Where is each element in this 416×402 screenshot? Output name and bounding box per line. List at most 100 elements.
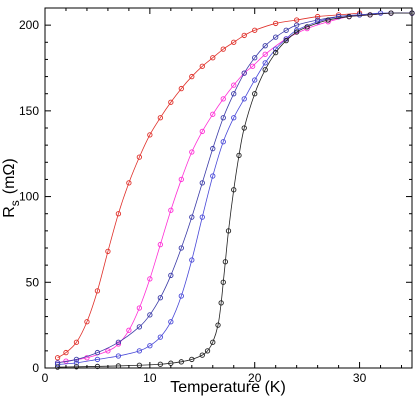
data-point [262, 67, 268, 73]
data-point [218, 300, 224, 306]
data-point [157, 295, 163, 301]
data-point [346, 13, 352, 20]
data-point [236, 152, 242, 159]
data-point [189, 356, 195, 363]
data-point [273, 49, 279, 56]
y-tick-label: 150 [19, 104, 39, 118]
data-point [204, 348, 211, 354]
data-point [199, 128, 205, 135]
data-point [222, 259, 229, 265]
data-point [189, 257, 195, 263]
y-axis-title-unit: (mΩ) [1, 158, 18, 194]
data-point [225, 228, 232, 234]
data-point [252, 77, 258, 83]
y-axis-title-main: R [1, 206, 18, 218]
data-point [283, 37, 289, 44]
data-point [178, 176, 184, 183]
y-axis-title: Rs (mΩ) [1, 158, 22, 218]
data-point [294, 29, 300, 35]
data-point [94, 349, 101, 356]
data-point [54, 364, 61, 370]
series-line [57, 12, 360, 359]
data-point [283, 27, 289, 33]
data-point [199, 180, 205, 186]
data-point [388, 10, 394, 16]
data-point [314, 19, 321, 25]
data-point [54, 355, 61, 361]
x-axis-title: Temperature (K) [170, 379, 286, 396]
data-point [314, 13, 321, 20]
data-point [314, 17, 321, 23]
x-tick-label: 30 [353, 371, 367, 385]
data-point [215, 322, 221, 328]
data-point [220, 96, 226, 102]
data-point [220, 46, 226, 52]
data-point [199, 63, 205, 69]
y-tick-label: 50 [26, 275, 40, 289]
data-point [94, 356, 101, 363]
data-point [147, 132, 153, 138]
x-tick-label: 20 [248, 371, 262, 385]
data-point [325, 17, 331, 23]
data-point [231, 115, 237, 121]
data-point [115, 339, 122, 345]
data-point [220, 115, 226, 121]
data-point [94, 363, 101, 370]
data-point [409, 10, 415, 16]
data-point [335, 12, 342, 18]
data-point [294, 22, 300, 28]
data-point [147, 312, 153, 318]
data-point [262, 51, 268, 57]
x-tick-label: 0 [42, 371, 49, 385]
data-point [178, 359, 184, 365]
data-point [294, 17, 300, 23]
data-point [105, 348, 111, 354]
data-point [73, 356, 80, 363]
data-point [73, 339, 80, 345]
y-tick-label: 200 [19, 18, 39, 32]
data-point [126, 327, 132, 333]
series-line [57, 12, 413, 365]
series-layer [54, 10, 415, 370]
data-point [178, 293, 184, 299]
series-line [57, 12, 413, 368]
y-tick-label: 0 [32, 361, 39, 375]
data-point [73, 364, 80, 370]
data-point [63, 349, 69, 356]
data-point [189, 214, 195, 220]
data-point [241, 32, 247, 39]
data-point [262, 43, 268, 49]
data-point [157, 115, 163, 121]
data-point [199, 214, 205, 220]
data-point [325, 19, 331, 25]
data-point [136, 362, 143, 368]
data-point [115, 363, 122, 369]
data-point [304, 25, 310, 32]
plot-frame [44, 7, 413, 369]
data-point [84, 355, 90, 361]
data-point [84, 319, 90, 325]
data-point [335, 13, 342, 20]
data-point [168, 99, 174, 105]
data-point [231, 82, 237, 88]
series-line [57, 12, 413, 364]
data-point [136, 305, 143, 311]
data-point [168, 272, 174, 279]
data-point [178, 85, 184, 92]
data-point [94, 288, 101, 294]
data-point [126, 180, 132, 186]
data-point [273, 20, 279, 27]
data-point [73, 360, 80, 366]
data-point [178, 245, 184, 251]
data-point [157, 334, 163, 340]
data-point [241, 96, 247, 102]
data-point [210, 173, 216, 179]
data-point [147, 343, 153, 349]
data-point [262, 60, 268, 66]
data-point [210, 55, 216, 61]
data-point [367, 12, 373, 18]
data-point [241, 125, 247, 131]
data-point [147, 276, 153, 282]
